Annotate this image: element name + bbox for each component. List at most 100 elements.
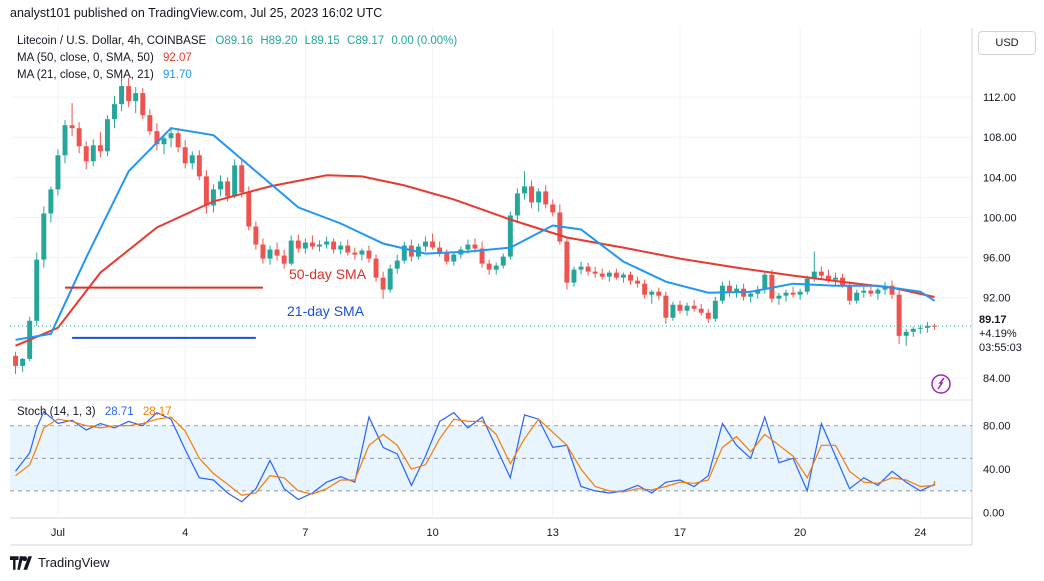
candle-body [83, 146, 89, 162]
candle-body [331, 241, 337, 250]
ma50-line [15, 174, 935, 347]
candle-body [698, 308, 704, 313]
candle-body [210, 189, 216, 206]
candle-body [401, 245, 407, 261]
ma21-value: 91.70 [162, 69, 192, 81]
last-price-tag: 89.17 +4.19% 03:55:03 [975, 313, 1029, 355]
last-price: 89.17 [979, 314, 1007, 326]
candle-body [69, 125, 75, 129]
candle-body [444, 253, 450, 262]
candle-body [387, 268, 393, 290]
candle-body [620, 274, 626, 278]
candle-body [430, 241, 436, 248]
stoch-k-line [15, 410, 936, 503]
candle-body [479, 248, 485, 264]
candle-body [119, 86, 125, 105]
ma50-label: MA (50, close, 0, SMA, 50) [17, 52, 154, 64]
candle-body [359, 250, 365, 255]
candle-body [104, 119, 110, 152]
ma21-label: MA (21, close, 0, SMA, 21) [17, 69, 154, 81]
candle-body [571, 269, 577, 283]
price-tick-label: 112.00 [983, 92, 1016, 104]
ma21-legend: MA (21, close, 0, SMA, 21) 91.70 [17, 69, 192, 81]
candle-body [776, 295, 782, 299]
ohlc-open: O89.16 [215, 35, 254, 47]
candle-body [55, 155, 61, 190]
stoch-label: Stoch (14, 1, 3) [17, 406, 96, 418]
candle-body [62, 125, 68, 156]
indicator-badge-icon[interactable] [931, 374, 951, 394]
price-tick-label: 108.00 [983, 132, 1017, 144]
time-tick-label: 10 [426, 527, 438, 539]
candle-body [486, 263, 492, 270]
price-tick-label: 92.00 [983, 293, 1011, 305]
candle-body [20, 358, 26, 366]
candle-body [606, 272, 612, 277]
candle-body [232, 165, 238, 197]
candle-body [889, 285, 895, 295]
candle-body [818, 271, 824, 276]
candle-body [691, 305, 697, 309]
ohlc-change: 0.00 (0.00%) [391, 35, 458, 47]
candle-body [451, 254, 457, 262]
stoch-tick-label: 0.00 [983, 508, 1004, 520]
candle-body [507, 215, 513, 257]
candle-body [309, 242, 315, 247]
candle-body [203, 176, 209, 206]
currency-button[interactable]: USD [978, 31, 1036, 55]
candle-body [783, 292, 789, 296]
candle-body [493, 265, 499, 270]
candle-body [246, 192, 252, 227]
time-tick-label: 7 [302, 527, 308, 539]
candle-body [875, 289, 881, 294]
candle-body [564, 241, 570, 283]
candle-body [352, 252, 358, 255]
candle-body [896, 294, 902, 336]
candle-body [281, 255, 287, 264]
candle-body [41, 213, 47, 260]
symbol-legend: Litecoin / U.S. Dollar, 4h, COINBASE O89… [17, 35, 457, 47]
candle-body [147, 115, 153, 132]
time-tick-label: 4 [182, 527, 188, 539]
candle-body [578, 266, 584, 270]
candle-body [338, 245, 344, 250]
candle-body [239, 165, 245, 193]
candle-body [225, 181, 231, 197]
candle-body [613, 272, 619, 278]
ohlc-close: C89.17 [347, 35, 385, 47]
stoch-tick-label: 40.00 [983, 464, 1011, 476]
candle-body [635, 280, 641, 284]
time-tick-label: 17 [674, 527, 686, 539]
candle-body [529, 186, 535, 203]
annotation-50-day-sma: 50-day SMA [289, 266, 367, 282]
price-tick-label: 84.00 [983, 373, 1011, 385]
candle-body [274, 249, 280, 256]
ma50-value: 92.07 [162, 52, 192, 64]
candle-body [585, 266, 591, 272]
candle-body [189, 155, 195, 164]
candle-body [903, 331, 909, 336]
candle-body [394, 260, 400, 269]
candle-body [48, 189, 54, 214]
candle-body [112, 104, 117, 120]
candle-body [126, 86, 132, 102]
candle-body [267, 249, 273, 259]
price-tick-label: 100.00 [983, 212, 1017, 224]
candle-body [755, 289, 761, 294]
candle-body [868, 290, 874, 294]
candle-body [924, 325, 930, 328]
publisher-header: analyst101 published on TradingView.com,… [10, 6, 383, 20]
ohlc-high: H89.20 [260, 35, 298, 47]
candle-body [663, 295, 669, 318]
candle-body [797, 291, 803, 295]
candle-body [218, 181, 224, 190]
candle-body [133, 93, 139, 102]
price-tick-label: 96.00 [983, 253, 1011, 265]
candle-body [437, 247, 443, 254]
candle-body [854, 292, 860, 301]
candle-body [656, 291, 662, 296]
stoch-legend: Stoch (14, 1, 3) 28.71 28.17 [17, 406, 172, 418]
candle-body [592, 271, 598, 274]
time-tick-label: Jul [51, 527, 65, 539]
